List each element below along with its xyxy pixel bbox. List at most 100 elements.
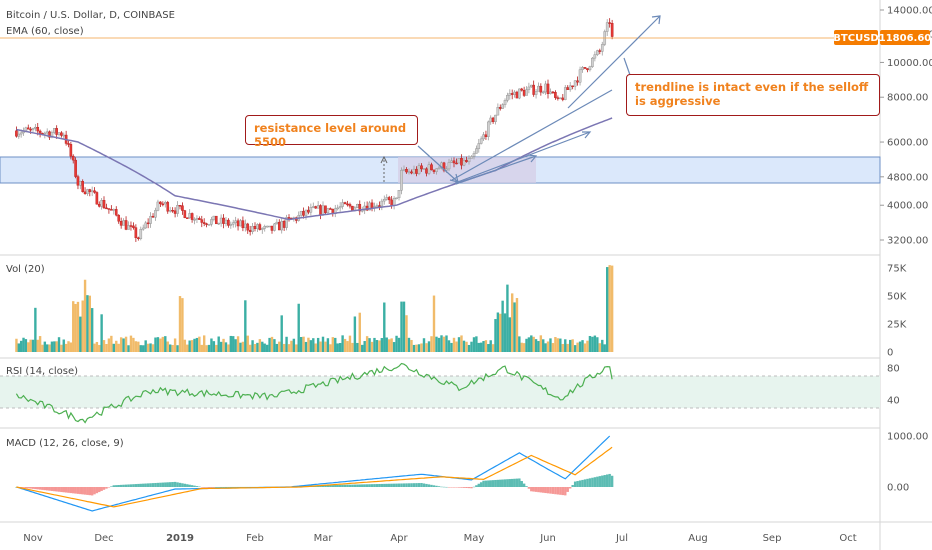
macd-histogram-bar [200, 487, 203, 488]
price-tag-value: 11806.60 [879, 33, 932, 44]
volume-bar [224, 342, 228, 352]
candle [578, 69, 582, 83]
candle [124, 220, 128, 230]
candle [307, 209, 310, 213]
macd-histogram-bar [430, 484, 433, 487]
candle [472, 153, 476, 157]
macd-histogram-bar [205, 487, 208, 488]
volume-bar [222, 338, 225, 352]
macd-histogram-bar [115, 485, 118, 487]
volume-bar [188, 340, 191, 352]
candle [299, 210, 303, 216]
macd-histogram-bar [465, 487, 468, 488]
macd-histogram-bar [554, 487, 557, 495]
volume-bar [53, 341, 56, 352]
candle [496, 107, 500, 116]
candle [442, 162, 446, 171]
volume-bar [442, 336, 446, 352]
time-tick-label: Aug [688, 533, 708, 544]
candle [114, 209, 118, 216]
macd-histogram-bar [460, 487, 463, 488]
macd-histogram-bar [598, 476, 601, 487]
volume-bar [551, 343, 555, 352]
volume-bar [467, 344, 471, 352]
macd-histogram-bar [527, 487, 531, 489]
candle [363, 205, 366, 211]
volume-bar [581, 340, 584, 352]
callout-arrow-down [417, 145, 459, 183]
macd-histogram-bar [27, 487, 30, 489]
candle [356, 204, 359, 208]
candle [311, 206, 315, 208]
volume-bar [343, 338, 347, 352]
macd-tick-label: 1000.00 [887, 432, 928, 443]
macd-histogram-bar [72, 487, 75, 494]
volume-bar [129, 335, 133, 352]
macd-histogram-bar [48, 487, 51, 491]
macd-histogram-bar [380, 483, 384, 487]
macd-histogram-bar [472, 486, 476, 488]
candle [593, 54, 597, 59]
time-tick-label: Dec [94, 533, 113, 544]
macd-histogram-bar [571, 485, 574, 487]
macd-histogram-bar [64, 487, 68, 493]
candle [168, 210, 172, 212]
candle [568, 85, 572, 90]
candle [341, 202, 344, 207]
volume-bar [445, 335, 448, 352]
volume-bar [606, 267, 609, 352]
volume-bar [236, 336, 240, 352]
candle [71, 155, 75, 161]
macd-histogram-bar [392, 483, 396, 487]
volume-bar [539, 335, 543, 352]
volume-bar [278, 341, 281, 352]
volume-bar [482, 341, 485, 352]
volume-bar [422, 338, 426, 352]
volume-bar [241, 341, 245, 352]
candle [450, 160, 453, 163]
volume-bar [62, 339, 65, 352]
macd-histogram-bar [368, 484, 371, 487]
macd-histogram-bar [105, 487, 108, 489]
volume-bar [472, 337, 476, 352]
time-axis[interactable]: Nov Dec 2019 Feb Mar Apr May Jun Jul Aug Sep Oct [23, 533, 856, 544]
volume-bar [270, 336, 274, 352]
macd-histogram-bar [76, 487, 80, 494]
volume-bar [295, 344, 298, 352]
volume-bar [501, 300, 504, 352]
volume-bar [390, 338, 393, 352]
candle [282, 221, 286, 228]
volume-bar [31, 339, 35, 352]
candle [122, 220, 125, 226]
macd-histogram-bar [100, 487, 103, 491]
volume-bar [239, 342, 242, 352]
volume-bar [41, 344, 44, 352]
macd-histogram-bar [195, 486, 199, 487]
macd-histogram-bar [445, 486, 448, 488]
volume-bar [610, 265, 614, 352]
volume-bar [420, 343, 423, 352]
candle [387, 197, 391, 201]
volume-bar [544, 343, 547, 352]
candle [188, 213, 191, 219]
volume-bar [258, 339, 262, 352]
macd-histogram-bar [410, 483, 413, 487]
macd-histogram-bar [450, 487, 453, 488]
volume-bar [341, 335, 344, 352]
candle [479, 138, 483, 144]
candle [161, 203, 165, 206]
macd-histogram-bar [593, 477, 597, 487]
volume-bar [227, 344, 230, 352]
candle [402, 169, 406, 171]
candle [248, 229, 252, 232]
macd-histogram-bar [608, 473, 611, 487]
volume-bar [195, 337, 199, 352]
macd-histogram-bar [110, 486, 113, 487]
macd-histogram-bar [193, 485, 196, 487]
volume-bar [304, 341, 308, 352]
candle [319, 205, 322, 215]
volume-bar [395, 335, 398, 352]
macd-histogram-bar [227, 486, 230, 488]
volume-bar [412, 344, 416, 352]
